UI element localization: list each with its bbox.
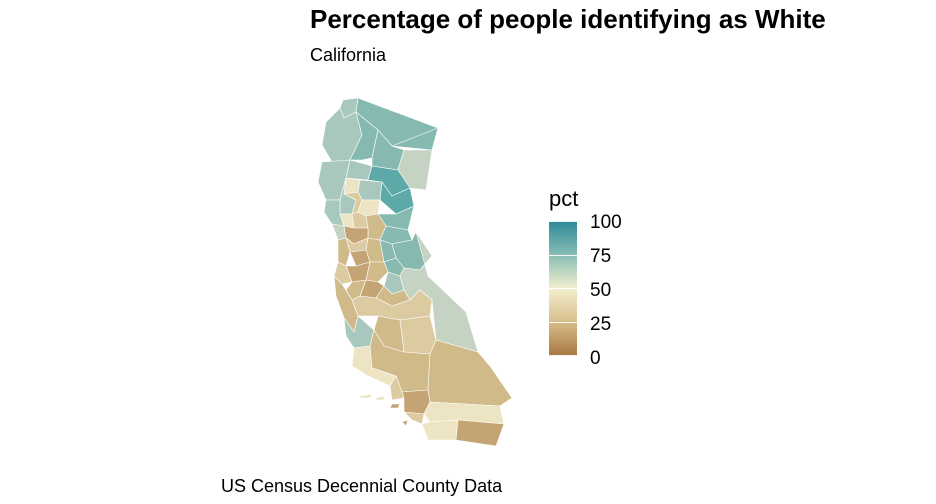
legend-title: pct xyxy=(549,186,579,211)
data-source-caption: US Census Decennial County Data xyxy=(221,476,503,496)
legend-label-0: 0 xyxy=(590,348,601,369)
county-sf-sanmateo xyxy=(337,237,351,267)
channel-island-3 xyxy=(389,403,401,409)
channel-island-1 xyxy=(359,393,373,399)
county-glenn xyxy=(343,177,361,195)
chart-title: Percentage of people identifying as Whit… xyxy=(310,4,826,34)
county-stanislaus xyxy=(365,261,389,283)
county-butte xyxy=(357,179,383,201)
legend-label-25: 25 xyxy=(590,314,612,335)
channel-island-4 xyxy=(401,419,409,427)
county-san-diego xyxy=(421,419,459,441)
county-imperial xyxy=(455,419,505,447)
county-lassen xyxy=(397,149,433,191)
county-modoc xyxy=(391,127,439,151)
legend-label-50: 50 xyxy=(590,280,612,301)
legend-colorbar xyxy=(549,221,577,356)
legend-label-100: 100 xyxy=(590,212,622,233)
county-tulare xyxy=(399,315,437,355)
county-santa-cruz xyxy=(333,261,353,285)
county-tehama xyxy=(345,159,373,181)
chart-subtitle: California xyxy=(310,45,387,65)
county-san-bernardino xyxy=(427,339,513,407)
legend-label-75: 75 xyxy=(590,246,612,267)
channel-island-2 xyxy=(375,395,385,401)
